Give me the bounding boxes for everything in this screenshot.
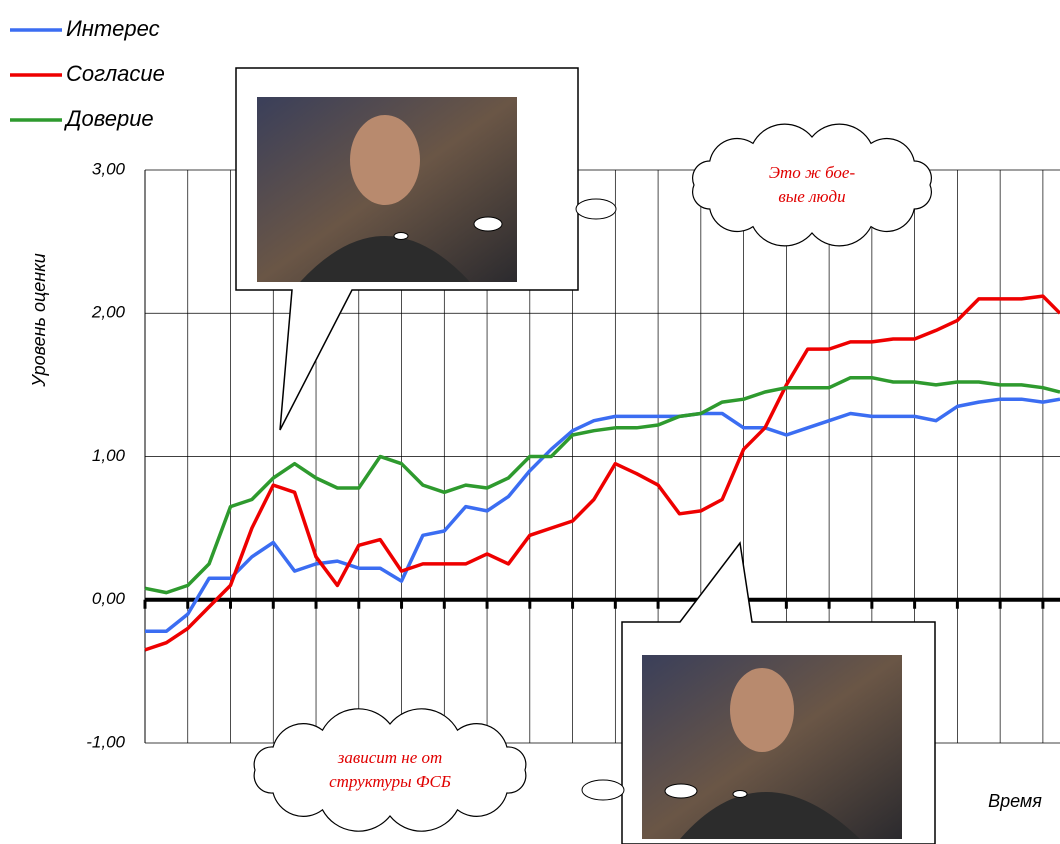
photo-face bbox=[730, 668, 794, 752]
y-tick-label: 2,00 bbox=[91, 303, 126, 322]
series-line bbox=[145, 397, 1060, 634]
legend-label: Согласие bbox=[66, 61, 165, 86]
speech-cloud bbox=[253, 708, 527, 832]
thought-bubble bbox=[664, 783, 698, 799]
y-tick-label: -1,00 bbox=[86, 732, 125, 751]
thought-bubble bbox=[575, 198, 617, 220]
thought-bubble bbox=[393, 232, 409, 240]
series-line bbox=[144, 294, 1060, 652]
y-tick-label: 0,00 bbox=[92, 589, 126, 608]
photo-face bbox=[350, 115, 420, 205]
thought-bubble bbox=[732, 790, 748, 798]
annotation-text: структуры ФСБ bbox=[329, 772, 451, 791]
y-tick-label: 3,00 bbox=[92, 159, 126, 178]
speech-cloud bbox=[692, 123, 932, 247]
annotation-text: Это ж бое- bbox=[769, 163, 856, 182]
photo-body bbox=[300, 236, 470, 282]
x-axis-label: Время bbox=[988, 791, 1042, 811]
annotation-text: вые люди bbox=[778, 187, 845, 206]
series-line bbox=[144, 375, 1060, 595]
y-axis-label: Уровень оценки bbox=[29, 253, 49, 387]
thought-bubble bbox=[473, 216, 503, 232]
photo-body bbox=[680, 792, 860, 839]
y-tick-label: 1,00 bbox=[92, 446, 126, 465]
thought-bubble bbox=[581, 779, 625, 801]
legend-label: Доверие bbox=[63, 106, 154, 131]
annotation-text: зависит не от bbox=[337, 748, 443, 767]
legend-label: Интерес bbox=[66, 16, 160, 41]
